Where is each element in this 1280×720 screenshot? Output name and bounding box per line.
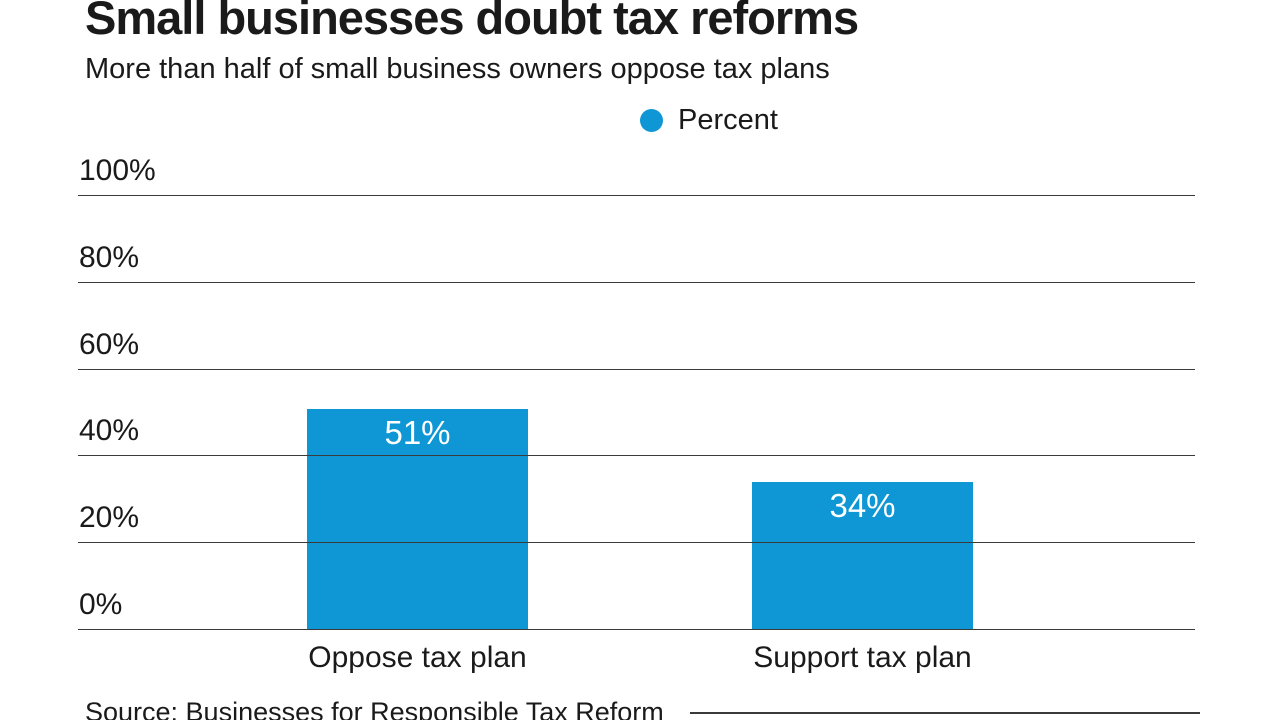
source-note: Source: Businesses for Responsible Tax R… — [85, 697, 664, 720]
category-label-support-tax-plan: Support tax plan — [753, 641, 972, 674]
gridline — [78, 542, 1195, 544]
bar-slot: 34% — [640, 196, 1085, 630]
bar-support-tax-plan: 34% — [752, 482, 973, 630]
y-tick-label: 0% — [79, 588, 123, 621]
y-tick-label: 80% — [79, 240, 140, 274]
bar-value-label: 51% — [384, 413, 451, 451]
category-label-oppose-tax-plan: Oppose tax plan — [308, 641, 527, 674]
bar-slot: 51% — [195, 196, 640, 630]
gridline — [78, 368, 1195, 370]
bar-value-label: 34% — [829, 487, 896, 525]
footer-divider — [690, 712, 1200, 714]
plot-area: 51% 34% 0% 20% 40% 60% 80% 100% — [78, 154, 1195, 630]
y-tick-label: 100% — [79, 154, 156, 187]
gridline — [78, 629, 1195, 630]
gridline — [78, 455, 1195, 457]
gridline — [78, 195, 1195, 196]
bar-oppose-tax-plan: 51% — [307, 408, 528, 630]
category-labels: Oppose tax plan Support tax plan — [195, 641, 1085, 675]
y-tick-label: 40% — [79, 414, 140, 448]
bar-group: 51% 34% — [195, 196, 1085, 630]
chart-title: Small businesses doubt tax reforms — [85, 0, 859, 44]
legend: Percent — [640, 104, 778, 137]
legend-marker-icon — [640, 109, 663, 132]
chart-subtitle: More than half of small business owners … — [85, 53, 830, 85]
y-tick-label: 60% — [79, 327, 140, 361]
y-tick-label: 20% — [79, 501, 140, 535]
legend-label: Percent — [678, 104, 778, 136]
gridline — [78, 281, 1195, 283]
